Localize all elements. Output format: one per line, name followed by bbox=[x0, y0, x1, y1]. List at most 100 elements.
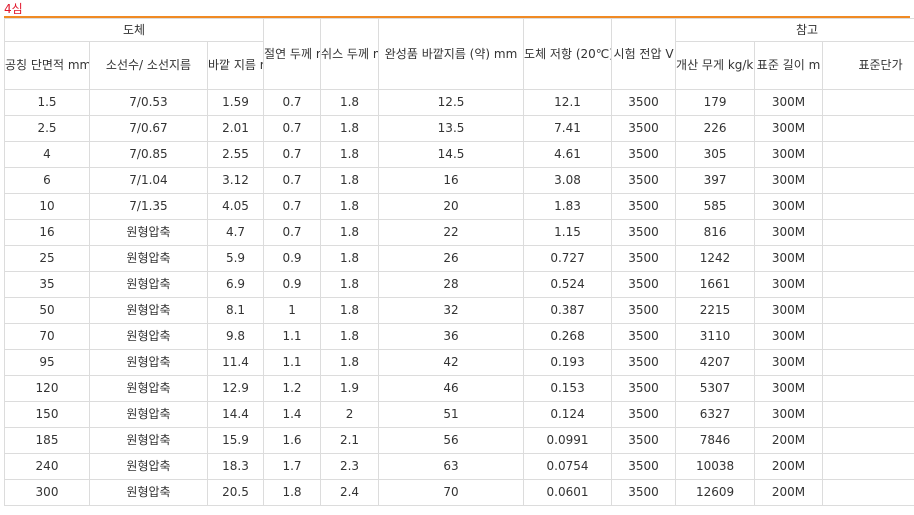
table-row: 185 원형압축 15.9 1.6 2.1 56 0.0991 3500 7846 200M bbox=[4, 427, 914, 454]
cell-conductor-od: 9.8 bbox=[206, 323, 265, 350]
cell-resistance: 0.0601 bbox=[523, 479, 613, 506]
cell-std-price bbox=[822, 297, 914, 324]
cell-weight: 3110 bbox=[675, 323, 756, 350]
cell-std-length: 300M bbox=[754, 141, 824, 168]
header-nominal-area: 공칭 단면적 mm2 bbox=[4, 41, 90, 90]
cell-sheath: 1.8 bbox=[320, 167, 380, 194]
cell-strands: 원형압축 bbox=[89, 453, 208, 480]
cell-std-price bbox=[822, 375, 914, 402]
cell-conductor-od: 2.55 bbox=[206, 141, 265, 168]
cell-test-voltage: 3500 bbox=[611, 245, 677, 272]
cell-strands: 7/0.67 bbox=[89, 115, 208, 142]
cell-nominal-area: 70 bbox=[4, 323, 90, 350]
cell-sheath: 2 bbox=[320, 401, 380, 428]
cell-test-voltage: 3500 bbox=[611, 271, 677, 298]
cell-strands: 원형압축 bbox=[89, 427, 208, 454]
header-standard-price: 표준단가 bbox=[822, 41, 914, 90]
cell-resistance: 0.0991 bbox=[523, 427, 613, 454]
spec-table: 도체 절연 두께 mm 쉬스 두께 mm 완성품 바깥지름 (약) mm 도체 … bbox=[3, 18, 914, 506]
cell-weight: 10038 bbox=[675, 453, 756, 480]
cell-finished-od: 46 bbox=[378, 375, 525, 402]
cell-weight: 6327 bbox=[675, 401, 756, 428]
cell-std-price bbox=[822, 167, 914, 194]
cell-strands: 원형압축 bbox=[89, 479, 208, 506]
cell-nominal-area: 300 bbox=[4, 479, 90, 506]
cell-strands: 7/1.35 bbox=[89, 193, 208, 220]
cell-finished-od: 12.5 bbox=[378, 89, 525, 116]
cell-std-length: 300M bbox=[754, 349, 824, 376]
cell-weight: 397 bbox=[675, 167, 756, 194]
header-row-1: 도체 절연 두께 mm 쉬스 두께 mm 완성품 바깥지름 (약) mm 도체 … bbox=[3, 18, 914, 90]
cell-std-length: 200M bbox=[754, 427, 824, 454]
cell-insulation: 1.4 bbox=[263, 401, 322, 428]
cell-weight: 4207 bbox=[675, 349, 756, 376]
cell-finished-od: 51 bbox=[378, 401, 525, 428]
cell-nominal-area: 35 bbox=[4, 271, 90, 298]
cell-nominal-area: 6 bbox=[4, 167, 90, 194]
cell-resistance: 4.61 bbox=[523, 141, 613, 168]
cell-conductor-od: 4.05 bbox=[206, 193, 265, 220]
cell-weight: 5307 bbox=[675, 375, 756, 402]
cell-std-price bbox=[822, 427, 914, 454]
cell-insulation: 1.8 bbox=[263, 479, 322, 506]
cell-std-length: 300M bbox=[754, 193, 824, 220]
table-row: 25 원형압축 5.9 0.9 1.8 26 0.727 3500 1242 300M bbox=[4, 245, 914, 272]
cell-finished-od: 13.5 bbox=[378, 115, 525, 142]
cell-finished-od: 16 bbox=[378, 167, 525, 194]
cell-conductor-od: 11.4 bbox=[206, 349, 265, 376]
cell-weight: 226 bbox=[675, 115, 756, 142]
cell-insulation: 1.1 bbox=[263, 323, 322, 350]
table-row: 120 원형압축 12.9 1.2 1.9 46 0.153 3500 5307 300M bbox=[4, 375, 914, 402]
cell-std-price bbox=[822, 479, 914, 506]
cell-nominal-area: 50 bbox=[4, 297, 90, 324]
cell-strands: 원형압축 bbox=[89, 245, 208, 272]
cell-resistance: 0.727 bbox=[523, 245, 613, 272]
cell-strands: 7/0.85 bbox=[89, 141, 208, 168]
cell-finished-od: 32 bbox=[378, 297, 525, 324]
cell-std-length: 300M bbox=[754, 297, 824, 324]
table-row: 6 7/1.04 3.12 0.7 1.8 16 3.08 3500 397 300M bbox=[4, 167, 914, 194]
header-conductor-group: 도체 bbox=[3, 18, 265, 42]
cell-test-voltage: 3500 bbox=[611, 297, 677, 324]
cell-insulation: 1 bbox=[263, 297, 322, 324]
cell-sheath: 1.8 bbox=[320, 349, 380, 376]
cell-strands: 원형압축 bbox=[89, 297, 208, 324]
title-divider bbox=[4, 16, 910, 18]
cell-std-length: 200M bbox=[754, 479, 824, 506]
table-row: 150 원형압축 14.4 1.4 2 51 0.124 3500 6327 300M bbox=[4, 401, 914, 428]
cell-insulation: 1.7 bbox=[263, 453, 322, 480]
cell-resistance: 1.83 bbox=[523, 193, 613, 220]
header-row-2: 공칭 단면적 mm2 소선수/ 소선지름 바깥 지름 mm 개산 무게 kg/k… bbox=[4, 41, 914, 90]
cell-sheath: 1.9 bbox=[320, 375, 380, 402]
cell-nominal-area: 10 bbox=[4, 193, 90, 220]
header-insulation-thickness: 절연 두께 mm bbox=[263, 18, 322, 90]
cell-std-price bbox=[822, 219, 914, 246]
cell-sheath: 2.3 bbox=[320, 453, 380, 480]
cell-weight: 2215 bbox=[675, 297, 756, 324]
cell-finished-od: 56 bbox=[378, 427, 525, 454]
cell-finished-od: 20 bbox=[378, 193, 525, 220]
cell-sheath: 1.8 bbox=[320, 297, 380, 324]
cell-finished-od: 26 bbox=[378, 245, 525, 272]
cell-insulation: 1.1 bbox=[263, 349, 322, 376]
table-row: 95 원형압축 11.4 1.1 1.8 42 0.193 3500 4207 300M bbox=[4, 349, 914, 376]
spec-table-body: 1.5 7/0.53 1.59 0.7 1.8 12.5 12.1 3500 179 300M 2.… bbox=[4, 89, 914, 506]
cell-finished-od: 42 bbox=[378, 349, 525, 376]
cell-nominal-area: 25 bbox=[4, 245, 90, 272]
cell-strands: 원형압축 bbox=[89, 401, 208, 428]
table-row: 4 7/0.85 2.55 0.7 1.8 14.5 4.61 3500 305 300M bbox=[4, 141, 914, 168]
header-reference-group: 참고 bbox=[675, 18, 914, 42]
cell-std-length: 300M bbox=[754, 375, 824, 402]
cell-sheath: 2.1 bbox=[320, 427, 380, 454]
table-row: 16 원형압축 4.7 0.7 1.8 22 1.15 3500 816 300M bbox=[4, 219, 914, 246]
cell-std-length: 200M bbox=[754, 453, 824, 480]
cell-conductor-od: 20.5 bbox=[206, 479, 265, 506]
cell-sheath: 1.8 bbox=[320, 193, 380, 220]
cell-conductor-od: 12.9 bbox=[206, 375, 265, 402]
cell-sheath: 1.8 bbox=[320, 271, 380, 298]
cell-strands: 원형압축 bbox=[89, 375, 208, 402]
cell-conductor-od: 14.4 bbox=[206, 401, 265, 428]
cell-resistance: 0.0754 bbox=[523, 453, 613, 480]
table-row: 240 원형압축 18.3 1.7 2.3 63 0.0754 3500 10038 200M bbox=[4, 453, 914, 480]
cell-test-voltage: 3500 bbox=[611, 401, 677, 428]
